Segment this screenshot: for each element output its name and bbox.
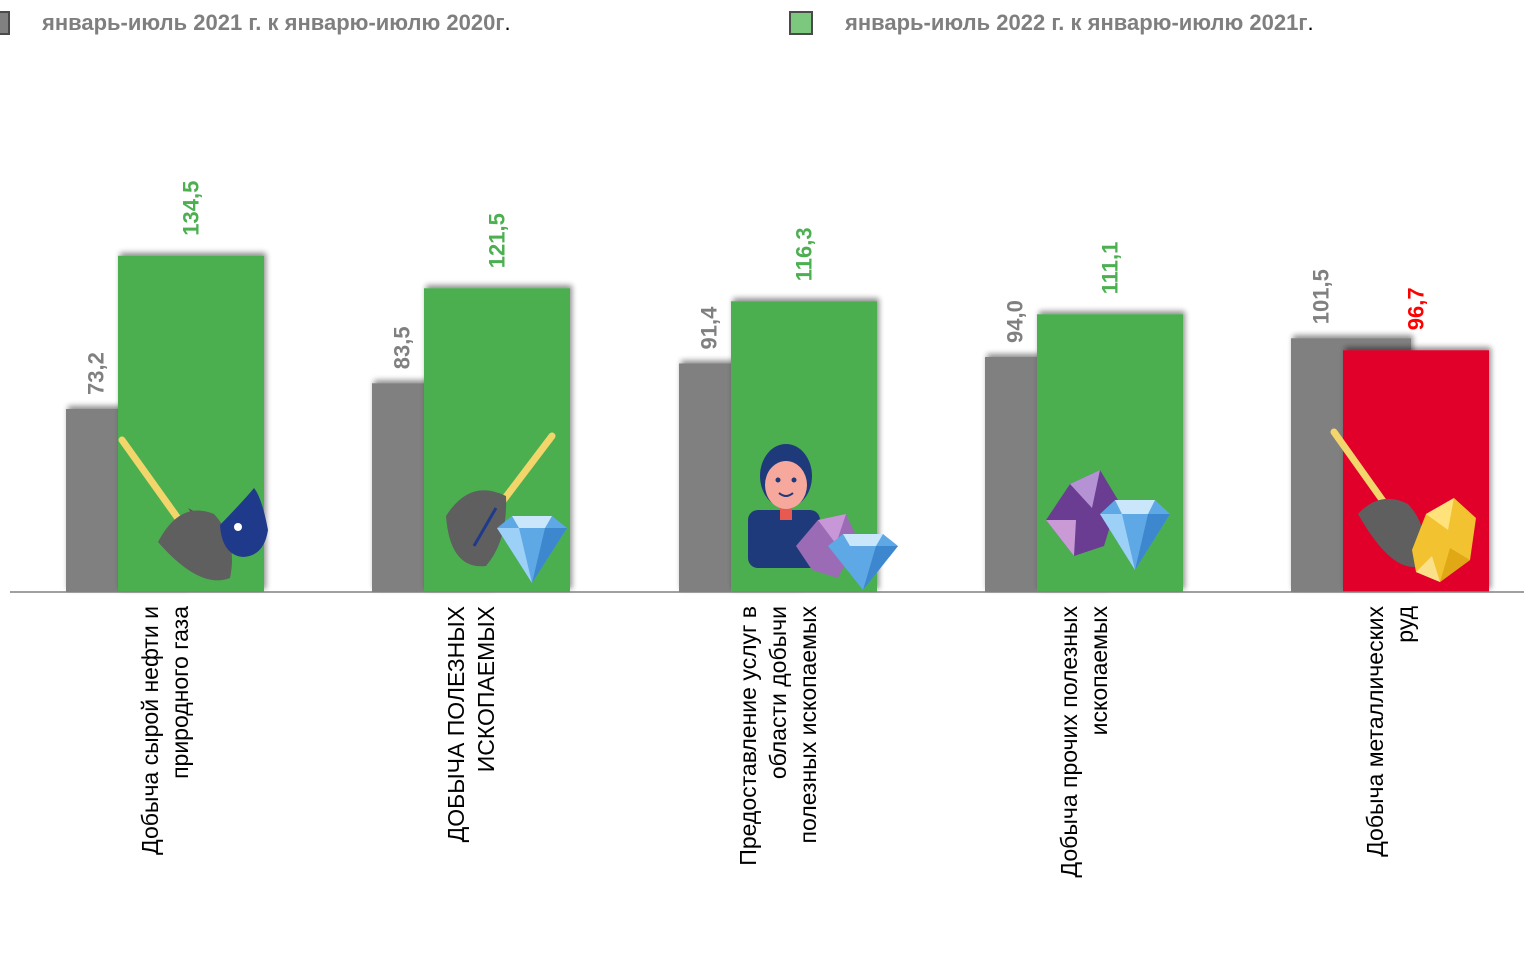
- value-label-2021-5: 101,5: [1309, 269, 1334, 324]
- category-label-line: Предоставление услуг в: [735, 606, 761, 866]
- shovel-gold-ore-icon: [1330, 428, 1476, 582]
- category-label-line: ископаемых: [1086, 606, 1112, 736]
- legend-label-2021: январь-июль 2021 г. к январю-июлю 2020г.: [42, 10, 511, 35]
- category-label-1: Добыча сырой нефти и природного газа: [137, 606, 193, 855]
- miner-gems-icon: [748, 444, 898, 590]
- category-label-3: Предоставление услуг в области добычи поле…: [735, 606, 821, 866]
- value-label-2021-3: 91,4: [697, 306, 722, 350]
- value-label-2022-5: 96,7: [1404, 287, 1429, 330]
- value-label-2022-3: 116,3: [792, 227, 817, 281]
- legend-item-2022: январь-июль 2022 г. к январю-июлю 2021г.: [789, 10, 1314, 36]
- value-label-2021-4: 94,0: [1003, 300, 1028, 343]
- category-label-2: ДОБЫЧА ПОЛЕЗНЫХ ИСКОПАЕМЫХ: [443, 606, 499, 842]
- shovel-oil-drop-icon: [118, 436, 268, 581]
- gems-diamond-icon: [1046, 470, 1170, 570]
- category-label-line: Добыча сырой нефти и: [137, 606, 163, 855]
- category-label-line: Добыча прочих полезных: [1056, 606, 1082, 878]
- category-label-line: природного газа: [167, 606, 193, 779]
- legend-swatch-2021: [0, 11, 10, 35]
- category-label-4: Добыча прочих полезных ископаемых: [1056, 606, 1112, 878]
- value-label-2022-4: 111,1: [1098, 242, 1123, 295]
- legend-swatch-2022: [789, 11, 813, 35]
- value-label-2022-1: 134,5: [179, 181, 204, 236]
- shovel-diamond-icon: [446, 432, 567, 583]
- bar-2022-4: [1037, 314, 1183, 592]
- category-label-line: Добыча металлических: [1362, 606, 1388, 857]
- bar-icons: [118, 428, 1476, 590]
- category-label-line: полезных ископаемых: [795, 606, 821, 844]
- value-label-2021-1: 73,2: [84, 352, 109, 395]
- legend-item-2021: январь-июль 2021 г. к январю-июлю 2020г.: [0, 10, 511, 36]
- category-label-line: ИСКОПАЕМЫХ: [473, 606, 499, 772]
- category-label-line: области добычи: [765, 606, 791, 779]
- category-label-line: ДОБЫЧА ПОЛЕЗНЫХ: [443, 606, 469, 842]
- value-label-2021-2: 83,5: [390, 326, 415, 369]
- category-label-5: Добыча металлических руд: [1362, 605, 1418, 856]
- value-label-2022-2: 121,5: [485, 213, 510, 268]
- legend-label-2022: январь-июль 2022 г. к январю-июлю 2021г.: [845, 10, 1314, 35]
- category-label-line: руд: [1392, 605, 1418, 642]
